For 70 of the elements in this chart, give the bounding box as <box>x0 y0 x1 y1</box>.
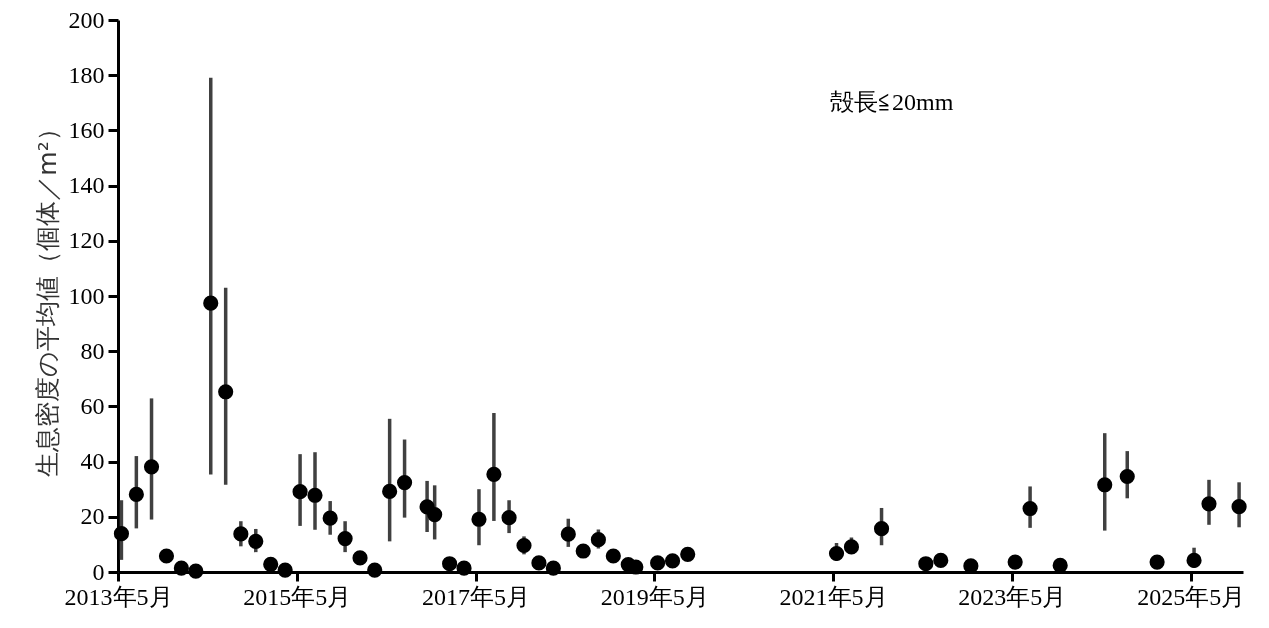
point <box>113 526 130 542</box>
annotation: 殻長≦20mm <box>830 89 954 115</box>
x-tick-label: 2013年5月 <box>64 583 173 610</box>
point <box>471 511 487 527</box>
x-tick-label: 2019年5月 <box>600 583 709 610</box>
point <box>367 562 383 578</box>
point <box>263 556 279 572</box>
point <box>322 510 338 526</box>
point <box>933 552 949 568</box>
point <box>307 487 323 503</box>
point <box>158 548 175 564</box>
point <box>1022 500 1038 517</box>
x-tick-label: 2023年5月 <box>958 583 1067 610</box>
point <box>843 539 860 555</box>
y-tick-label: 60 <box>80 392 105 419</box>
point <box>456 560 472 576</box>
point <box>337 531 353 547</box>
point <box>590 532 606 548</box>
point <box>427 507 443 523</box>
point <box>292 484 308 500</box>
point <box>143 459 160 475</box>
y-tick-label: 40 <box>80 448 105 475</box>
point <box>277 562 293 578</box>
y-axis-title: 生息密度の平均値（個体／m²） <box>32 116 62 477</box>
y-tick-label: 0 <box>92 558 105 585</box>
point <box>396 475 413 491</box>
point <box>501 510 517 526</box>
point <box>352 550 368 566</box>
point <box>828 545 845 562</box>
point <box>442 556 458 572</box>
point <box>680 546 696 562</box>
point <box>918 556 934 572</box>
point <box>531 555 547 571</box>
point <box>173 560 189 576</box>
x-tick-label: 2021年5月 <box>779 583 888 610</box>
point <box>1007 554 1023 570</box>
point <box>128 486 144 503</box>
y-tick-label: 20 <box>80 503 105 530</box>
point <box>516 537 532 554</box>
point <box>575 543 591 559</box>
point <box>605 548 621 564</box>
point <box>1097 477 1113 493</box>
y-tick-label: 180 <box>68 61 105 88</box>
point <box>233 526 249 542</box>
point <box>486 466 502 482</box>
point <box>382 483 398 499</box>
point <box>203 295 219 311</box>
point <box>248 533 264 549</box>
x-tick-label: 2015年5月 <box>243 583 352 610</box>
x-tick-label: 2017年5月 <box>422 583 531 610</box>
point <box>545 560 561 576</box>
x-tick-label: 2025年5月 <box>1137 583 1246 610</box>
y-tick-label: 80 <box>80 337 105 364</box>
y-tick-label: 200 <box>68 6 105 33</box>
point <box>650 555 666 571</box>
y-tick-label: 140 <box>68 172 105 199</box>
point <box>873 521 890 537</box>
y-tick-label: 120 <box>68 227 105 254</box>
point <box>1231 499 1247 515</box>
point <box>218 384 234 400</box>
point <box>188 563 204 579</box>
point <box>1119 468 1135 485</box>
y-tick-label: 100 <box>68 282 105 309</box>
y-tick-label: 160 <box>68 116 105 143</box>
point <box>664 553 681 569</box>
point <box>1052 557 1068 573</box>
point <box>1149 554 1165 570</box>
point <box>1201 496 1217 512</box>
point <box>560 526 576 542</box>
point <box>1186 552 1202 568</box>
